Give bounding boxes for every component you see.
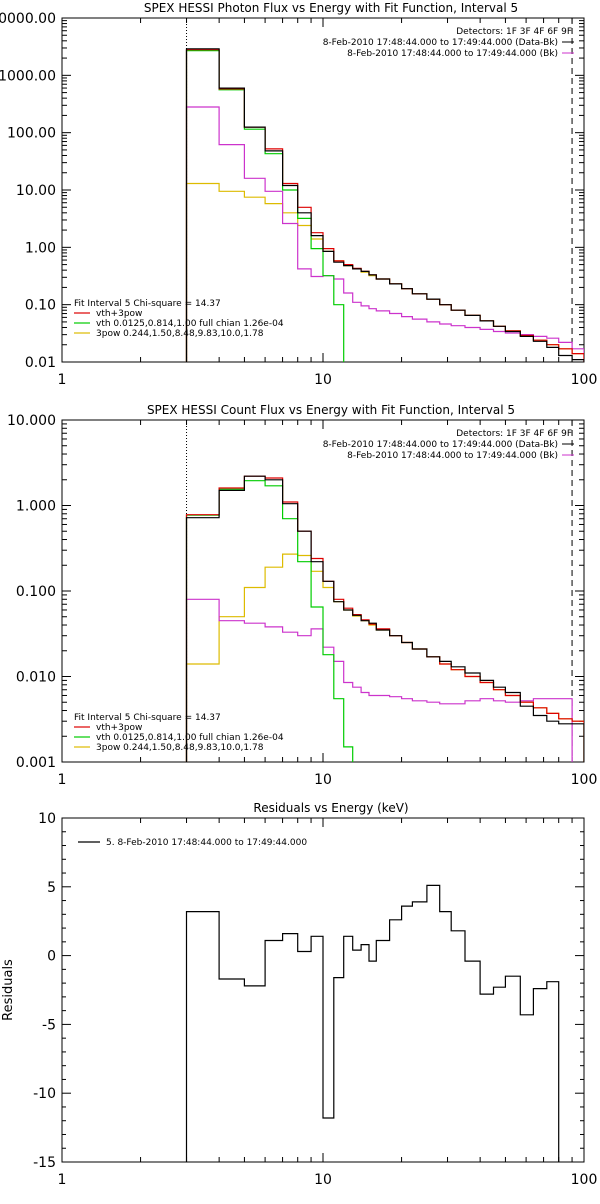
series-group: [185, 884, 560, 1162]
legend-entry: 3pow 0.244,1.50,8.48,9.83,10.0,1.78: [96, 329, 264, 339]
series-three-pow: [185, 182, 584, 362]
header-line: 8-Feb-2010 17:48:44.000 to 17:49:44.000 …: [323, 440, 558, 450]
series-three-pow: [185, 553, 584, 762]
series-vth: [185, 480, 354, 762]
y-tick-label: 0.100: [16, 584, 56, 600]
y-tick-label: 100.00: [7, 126, 56, 142]
y-tick-label: 0.01: [25, 355, 56, 371]
x-tick-label: 10: [314, 372, 332, 388]
legend-title: Fit Interval 5 Chi-square = 14.37: [74, 713, 221, 723]
x-tick-label: 1: [58, 372, 67, 388]
chart-title: SPEX HESSI Count Flux vs Energy with Fit…: [147, 403, 515, 417]
chart-panel-1: SPEX HESSI Photon Flux vs Energy with Fi…: [0, 1, 598, 388]
header-line: Detectors: 1F 3F 4F 6F 9F: [456, 27, 572, 37]
x-tick-label: 100: [571, 772, 598, 788]
y-tick-label: 1.00: [25, 240, 56, 256]
y-tick-label: 10000.00: [0, 11, 56, 27]
chart-panel-2: SPEX HESSI Count Flux vs Energy with Fit…: [7, 403, 598, 788]
y-tick-label: -15: [33, 1155, 56, 1171]
y-tick-label: -5: [42, 1017, 56, 1033]
y-tick-label: 10: [38, 811, 56, 827]
x-tick-label: 100: [571, 1172, 598, 1188]
y-tick-label: 1000.00: [0, 68, 56, 84]
series-data-minus-bk: [185, 475, 584, 762]
y-tick-label: 1.000: [16, 499, 56, 515]
legend-entry: vth 0.0125,0.814,1.00 full chian 1.26e-0…: [96, 733, 284, 743]
series-background: [185, 598, 573, 762]
header-line: 8-Feb-2010 17:48:44.000 to 17:49:44.000 …: [347, 49, 558, 59]
y-tick-label: -10: [33, 1086, 56, 1102]
legend-entry: 5. 8-Feb-2010 17:48:44.000 to 17:49:44.0…: [106, 838, 307, 848]
legend-title: Fit Interval 5 Chi-square = 14.37: [74, 299, 221, 309]
y-tick-label: 5: [47, 880, 56, 896]
chart-title: Residuals vs Energy (keV): [253, 801, 408, 815]
x-tick-label: 1: [58, 1172, 67, 1188]
series-total-fit: [185, 475, 584, 762]
y-tick-label: 0.10: [25, 298, 56, 314]
series-vth: [185, 50, 345, 362]
y-tick-label: 10.00: [16, 183, 56, 199]
y-tick-label: 10.000: [7, 413, 56, 429]
x-tick-label: 1: [58, 772, 67, 788]
x-tick-label: 10: [314, 1172, 332, 1188]
header-line: Detectors: 1F 3F 4F 6F 9F: [456, 429, 572, 439]
y-tick-label: 0: [47, 949, 56, 965]
series-background: [185, 106, 584, 362]
series-residuals: [185, 884, 560, 1162]
chart-title: SPEX HESSI Photon Flux vs Energy with Fi…: [144, 1, 518, 15]
y-axis-label: Residuals: [1, 959, 16, 1021]
x-tick-label: 100: [571, 372, 598, 388]
series-group: [185, 475, 584, 762]
legend-entry: vth 0.0125,0.814,1.00 full chian 1.26e-0…: [96, 319, 284, 329]
legend-entry: 3pow 0.244,1.50,8.48,9.83,10.0,1.78: [96, 743, 264, 753]
legend-entry: vth+3pow: [96, 723, 142, 733]
chart-panel-3: Residuals vs Energy (keV) 1 10 100 -15 -10 -5 0…: [1, 801, 598, 1188]
series-total-fit: [185, 49, 584, 362]
series-data-minus-bk: [185, 48, 584, 362]
y-tick-label: 0.001: [16, 755, 56, 771]
header-line: 8-Feb-2010 17:48:44.000 to 17:49:44.000 …: [323, 38, 558, 48]
legend-entry: vth+3pow: [96, 309, 142, 319]
header-line: 8-Feb-2010 17:48:44.000 to 17:49:44.000 …: [347, 451, 558, 461]
y-tick-label: 0.010: [16, 670, 56, 686]
x-tick-label: 10: [314, 772, 332, 788]
series-group: [185, 48, 584, 362]
plot-frame: [61, 419, 585, 763]
